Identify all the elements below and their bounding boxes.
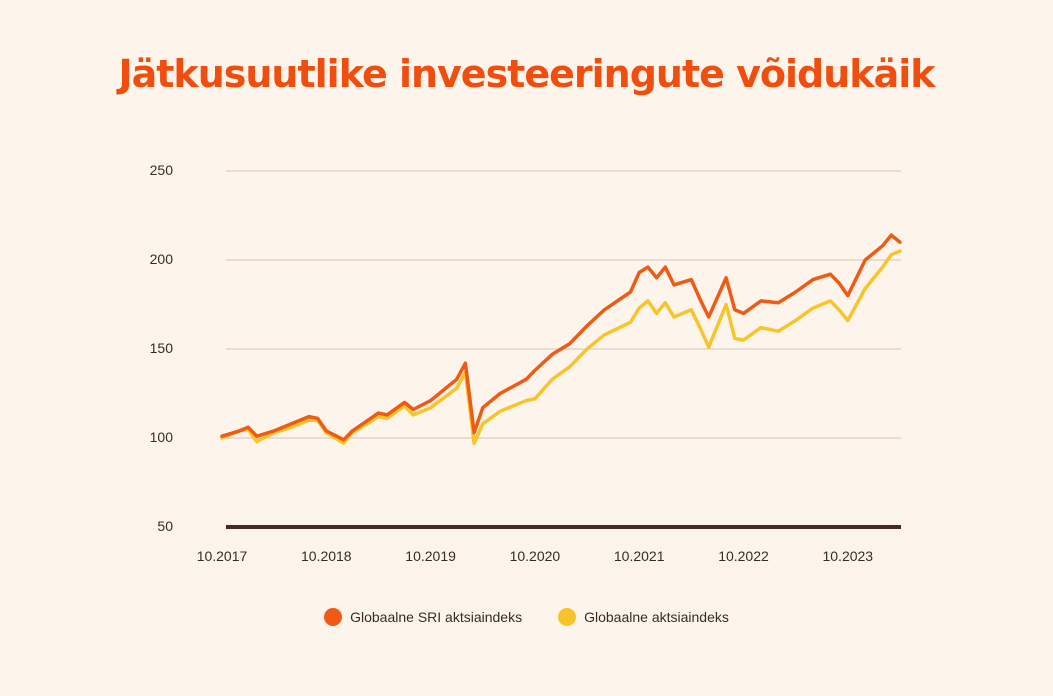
legend-dot-global (558, 608, 577, 626)
legend: Globaalne SRI aktsiaindeks Globaalne akt… (0, 608, 1053, 626)
legend-item-global: Globaalne aktsiaindeks (558, 608, 729, 626)
x-tick-label: 10.2022 (718, 548, 769, 564)
y-tick-label: 50 (157, 518, 173, 534)
legend-item-sri: Globaalne SRI aktsiaindeks (324, 608, 522, 626)
series-line-sri (220, 233, 902, 442)
x-tick-label: 10.2020 (510, 548, 561, 564)
series-line-global (220, 249, 902, 446)
y-tick-label: 250 (150, 162, 174, 178)
legend-label-global: Globaalne aktsiaindeks (584, 609, 729, 625)
x-tick-label: 10.2017 (197, 548, 248, 564)
chart-title: Jätkusuutlike investeeringute võidukäik (118, 52, 935, 96)
x-tick-label: 10.2018 (301, 548, 352, 564)
legend-label-sri: Globaalne SRI aktsiaindeks (350, 609, 523, 625)
y-tick-label: 150 (150, 340, 174, 356)
y-tick-label: 200 (150, 251, 174, 267)
x-tick-label: 10.2023 (822, 548, 873, 564)
legend-dot-sri (324, 608, 343, 626)
series-lines (220, 233, 902, 446)
x-tick-label: 10.2019 (405, 548, 456, 564)
y-tick-label: 100 (150, 429, 174, 445)
y-axis-ticks: 50 100 150 200 250 (150, 162, 174, 534)
x-axis-ticks: 10.2017 10.2018 10.2019 10.2020 10.2021 10.20… (197, 548, 874, 564)
x-tick-label: 10.2021 (614, 548, 665, 564)
